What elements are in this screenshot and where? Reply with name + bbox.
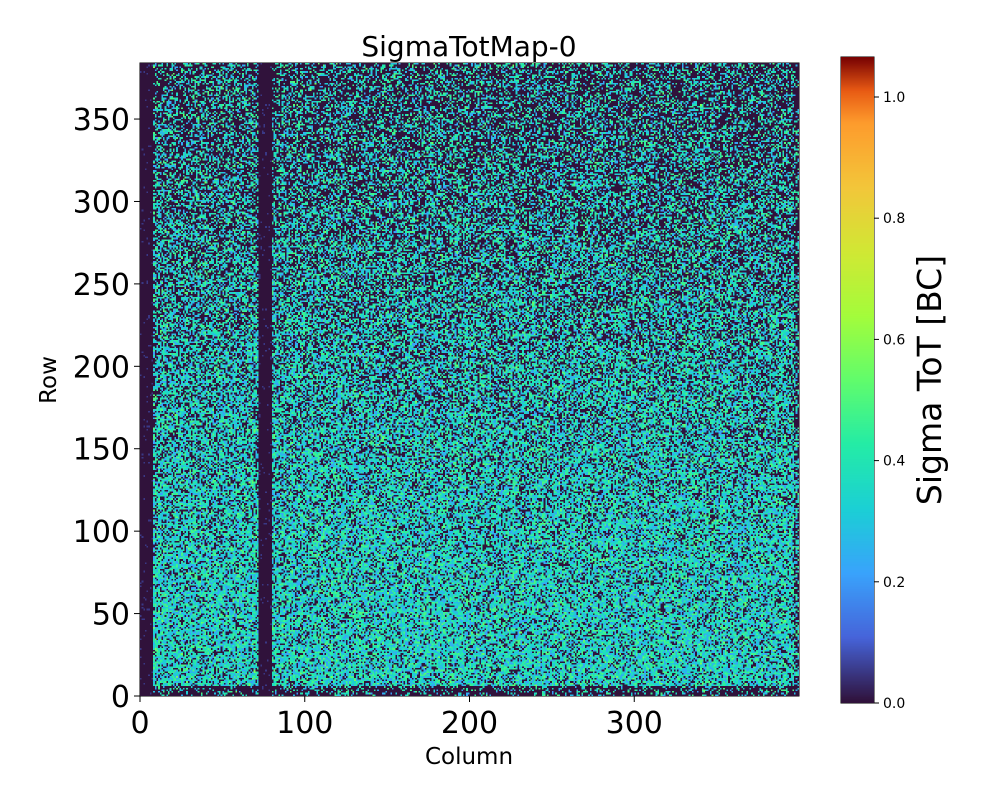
- heatmap-image: [140, 63, 799, 696]
- x-tick-label: 0: [130, 706, 149, 741]
- y-tick-label: 200: [73, 350, 130, 385]
- x-tick-label: 300: [606, 706, 663, 741]
- y-tick-label: 0: [111, 680, 130, 715]
- colorbar-tick-label: 1.0: [883, 90, 905, 106]
- y-axis: 0 50 100 150 200 250 300 350: [73, 103, 140, 715]
- y-tick-label: 300: [73, 185, 130, 220]
- y-tick-label: 150: [73, 433, 130, 468]
- y-tick-label: 50: [92, 598, 130, 633]
- colorbar-gradient: [841, 57, 874, 703]
- chart-title: SigmaTotMap-0: [361, 30, 576, 63]
- x-axis: 0 100 200 300: [130, 696, 663, 741]
- colorbar-label: Sigma ToT [BC]: [910, 255, 949, 505]
- y-tick-label: 350: [73, 103, 130, 138]
- x-axis-label: Column: [425, 744, 513, 770]
- colorbar-tick-label: 0.8: [883, 211, 905, 227]
- y-tick-label: 100: [73, 515, 130, 550]
- colorbar-axis: 0.0 0.2 0.4 0.6 0.8 1.0: [874, 90, 905, 712]
- y-tick-label: 250: [73, 268, 130, 303]
- colorbar-tick-label: 0.0: [883, 696, 905, 712]
- y-axis-label: Row: [36, 356, 62, 404]
- colorbar-tick-label: 0.4: [883, 454, 905, 470]
- colorbar-tick-label: 0.6: [883, 332, 905, 348]
- x-tick-label: 200: [441, 706, 498, 741]
- colorbar-tick-label: 0.2: [883, 575, 905, 591]
- x-tick-label: 100: [276, 706, 333, 741]
